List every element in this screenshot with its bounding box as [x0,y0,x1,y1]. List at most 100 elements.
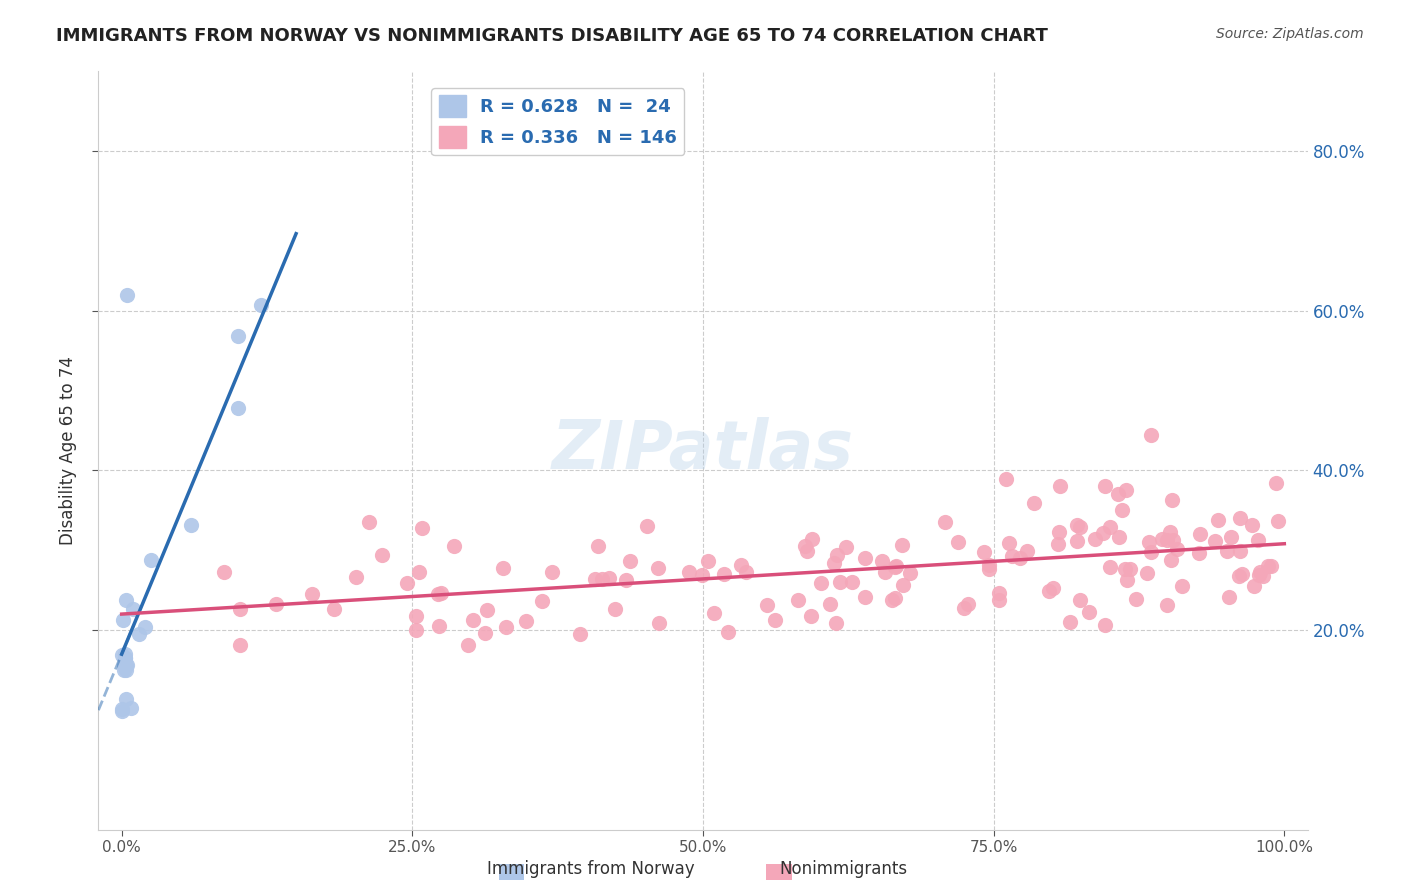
Point [898,566,921,581]
Point [734,565,756,579]
Point [801,532,824,546]
Point [1069,520,1091,534]
Point [647,561,669,575]
Point [405,609,427,624]
Point [883,559,905,574]
Point [226,328,249,343]
Point [973,544,995,558]
Point [344,570,367,584]
Point [1166,542,1188,557]
Point [818,597,841,611]
Point [1001,549,1024,564]
Point [1049,479,1071,493]
Point [1161,493,1184,508]
Point [405,623,427,637]
Point [586,539,609,553]
Point [1119,562,1142,576]
Point [1022,496,1045,510]
Point [756,598,779,612]
Point [1264,475,1286,490]
Text: Immigrants from Norway: Immigrants from Norway [486,860,695,878]
Point [134,620,156,634]
Point [583,572,606,586]
Point [703,606,725,620]
Point [250,298,273,312]
Point [1171,579,1194,593]
Point [120,701,142,715]
Point [114,663,136,677]
Point [226,401,249,416]
Point [495,620,517,634]
Legend: R = 0.628   N =  24, R = 0.336   N = 146: R = 0.628 N = 24, R = 0.336 N = 146 [432,88,685,155]
Point [139,553,162,567]
Point [1160,553,1182,567]
Point [1066,518,1088,533]
Point [796,544,818,558]
Point [322,601,344,615]
Point [794,539,817,553]
Point [115,657,138,672]
Point [934,516,956,530]
Point [180,517,202,532]
Point [530,594,553,608]
Point [1204,534,1226,549]
Point [678,565,700,579]
Point [427,619,450,633]
Point [111,705,134,719]
Point [1115,483,1137,498]
Point [212,565,235,579]
Point [891,538,914,552]
Point [1140,544,1163,558]
Point [1227,568,1250,582]
Point [619,554,641,568]
Point [841,575,863,590]
Point [1220,530,1243,544]
Point [1249,568,1271,582]
Point [359,515,381,529]
Point [229,638,252,652]
Point [117,288,139,302]
Point [1249,566,1271,580]
Point [591,573,613,587]
Point [835,540,858,554]
Point [763,613,786,627]
Point [1094,617,1116,632]
Point [1046,537,1069,551]
Text: Source: ZipAtlas.com: Source: ZipAtlas.com [1216,27,1364,41]
Point [1111,503,1133,517]
Point [1159,525,1181,540]
Point [828,575,851,590]
Point [1107,487,1129,501]
Point [616,574,638,588]
Point [477,603,499,617]
Point [603,601,626,615]
Point [474,626,496,640]
Point [998,535,1021,549]
Point [800,608,823,623]
Point [987,593,1010,607]
Point [872,554,894,568]
Point [1150,532,1173,546]
Point [825,616,848,631]
Point [1078,606,1101,620]
Point [301,587,323,601]
Point [891,578,914,592]
Point [1137,534,1160,549]
Point [713,566,735,581]
Point [1257,559,1279,574]
Point [956,597,979,611]
Point [1042,581,1064,595]
Point [994,472,1017,486]
Point [636,518,658,533]
Point [1084,532,1107,546]
Point [569,626,592,640]
Point [1188,546,1211,560]
Point [427,587,450,601]
Point [953,600,976,615]
Point [112,658,135,673]
Point [128,626,150,640]
Text: IMMIGRANTS FROM NORWAY VS NONIMMIGRANTS DISABILITY AGE 65 TO 74 CORRELATION CHAR: IMMIGRANTS FROM NORWAY VS NONIMMIGRANTS … [56,27,1047,45]
Point [461,613,484,627]
Point [114,651,136,665]
Point [987,586,1010,600]
